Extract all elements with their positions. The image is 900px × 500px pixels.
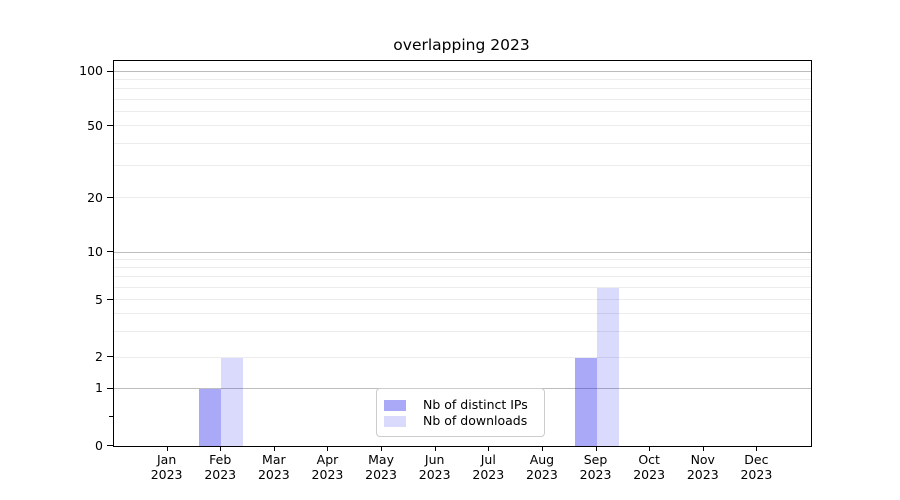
x-tick-month: Dec — [744, 452, 769, 467]
bar-downloads-sep — [596, 287, 619, 446]
minor-gridline — [114, 356, 811, 358]
x-tick-year: 2023 — [257, 467, 290, 483]
minor-gridline — [114, 142, 811, 144]
y-tick-mark — [107, 356, 113, 358]
y-tick-mark — [107, 70, 113, 72]
x-tick-label: Jan 2023 — [151, 452, 183, 483]
minor-gridline — [114, 275, 811, 277]
major-gridline — [114, 251, 811, 253]
minor-gridline — [114, 266, 811, 268]
minor-gridline — [114, 165, 811, 167]
y-tick-label: 0 — [95, 437, 103, 453]
y-tick-label: 100 — [79, 62, 103, 78]
minor-gridline — [114, 79, 811, 81]
x-tick-month: Oct — [638, 452, 660, 467]
y-tick-mark — [107, 387, 113, 389]
x-tick-month: Sep — [583, 452, 608, 467]
y-tick-label: 50 — [87, 117, 103, 133]
x-tick-year: 2023 — [526, 467, 558, 483]
x-tick-month: Feb — [209, 452, 232, 467]
x-tick-label: Apr 2023 — [312, 452, 344, 483]
x-tick-mark — [327, 446, 329, 451]
y-tick-label: 20 — [87, 189, 103, 205]
y-tick-mark — [107, 445, 113, 446]
x-tick-year: 2023 — [204, 467, 237, 483]
x-tick-year: 2023 — [418, 467, 451, 483]
x-tick-label: Jul 2023 — [472, 452, 504, 483]
minor-gridline — [114, 313, 811, 315]
legend-item-downloads: Nb of downloads — [384, 414, 536, 428]
y-tick-mark — [107, 197, 113, 199]
plot-area — [113, 60, 812, 447]
minor-gridline — [114, 197, 811, 199]
x-tick-mark — [649, 446, 651, 451]
x-tick-mark — [595, 446, 597, 451]
legend-swatch-downloads — [384, 415, 406, 427]
legend: Nb of distinct IPs Nb of downloads — [376, 388, 545, 437]
x-tick-label: Mar 2023 — [258, 452, 290, 483]
bar-downloads-feb — [221, 357, 244, 446]
minor-gridline — [114, 88, 811, 90]
minor-gridline — [114, 258, 811, 260]
x-tick-mark — [381, 446, 383, 451]
x-tick-month: Apr — [316, 452, 339, 467]
legend-swatch-distinct-ips — [384, 399, 406, 411]
x-tick-year: 2023 — [150, 467, 183, 483]
y-tick-label: 5 — [95, 291, 103, 307]
x-tick-month: Mar — [262, 452, 286, 467]
x-tick-label: Oct 2023 — [633, 452, 665, 483]
y-tick-label: 2 — [95, 348, 103, 364]
x-tick-label: Aug 2023 — [526, 452, 558, 483]
minor-gridline — [114, 125, 811, 127]
x-tick-label: Nov 2023 — [687, 452, 719, 483]
bar-distinct-ips-feb — [199, 388, 222, 446]
x-tick-label: Sep 2023 — [580, 452, 612, 483]
x-tick-year: 2023 — [633, 467, 666, 483]
y-tick-mark — [107, 299, 113, 300]
minor-gridline — [114, 299, 811, 301]
y-tick-mark — [107, 251, 113, 253]
x-tick-label: Dec 2023 — [740, 452, 772, 483]
x-tick-year: 2023 — [365, 467, 397, 483]
x-tick-month: Jun — [424, 452, 445, 467]
x-tick-label: May 2023 — [365, 452, 397, 483]
x-tick-mark — [273, 446, 275, 451]
x-tick-mark — [434, 446, 436, 451]
x-tick-mark — [220, 446, 222, 451]
major-gridline — [114, 70, 811, 72]
x-tick-year: 2023 — [472, 467, 505, 483]
minor-gridline — [114, 286, 811, 288]
minor-gridline — [114, 98, 811, 100]
x-tick-mark — [541, 446, 543, 451]
x-tick-mark — [166, 446, 168, 451]
minor-gridline — [114, 110, 811, 112]
y-tick-mark — [107, 125, 113, 127]
x-tick-month: Nov — [690, 452, 715, 467]
legend-item-distinct-ips: Nb of distinct IPs — [384, 398, 536, 412]
x-tick-year: 2023 — [740, 467, 773, 483]
x-tick-label: Jun 2023 — [419, 452, 451, 483]
x-tick-mark — [702, 446, 704, 451]
x-tick-month: Jul — [480, 452, 496, 467]
minor-gridline — [114, 331, 811, 333]
x-tick-month: May — [368, 452, 394, 467]
chart-title: overlapping 2023 — [393, 36, 530, 54]
bar-distinct-ips-sep — [574, 357, 597, 446]
y-minor-tick-mark — [109, 416, 113, 418]
legend-label-distinct-ips: Nb of distinct IPs — [423, 396, 528, 412]
legend-label-downloads: Nb of downloads — [423, 412, 528, 428]
y-tick-label: 1 — [95, 379, 103, 395]
x-tick-mark — [488, 446, 490, 451]
x-tick-label: Feb 2023 — [204, 452, 236, 483]
x-tick-month: Aug — [529, 452, 555, 467]
x-tick-year: 2023 — [579, 467, 612, 483]
x-tick-year: 2023 — [686, 467, 719, 483]
y-tick-label: 10 — [87, 243, 103, 259]
x-tick-year: 2023 — [311, 467, 344, 483]
x-tick-month: Jan — [156, 452, 177, 467]
x-tick-mark — [756, 446, 758, 451]
